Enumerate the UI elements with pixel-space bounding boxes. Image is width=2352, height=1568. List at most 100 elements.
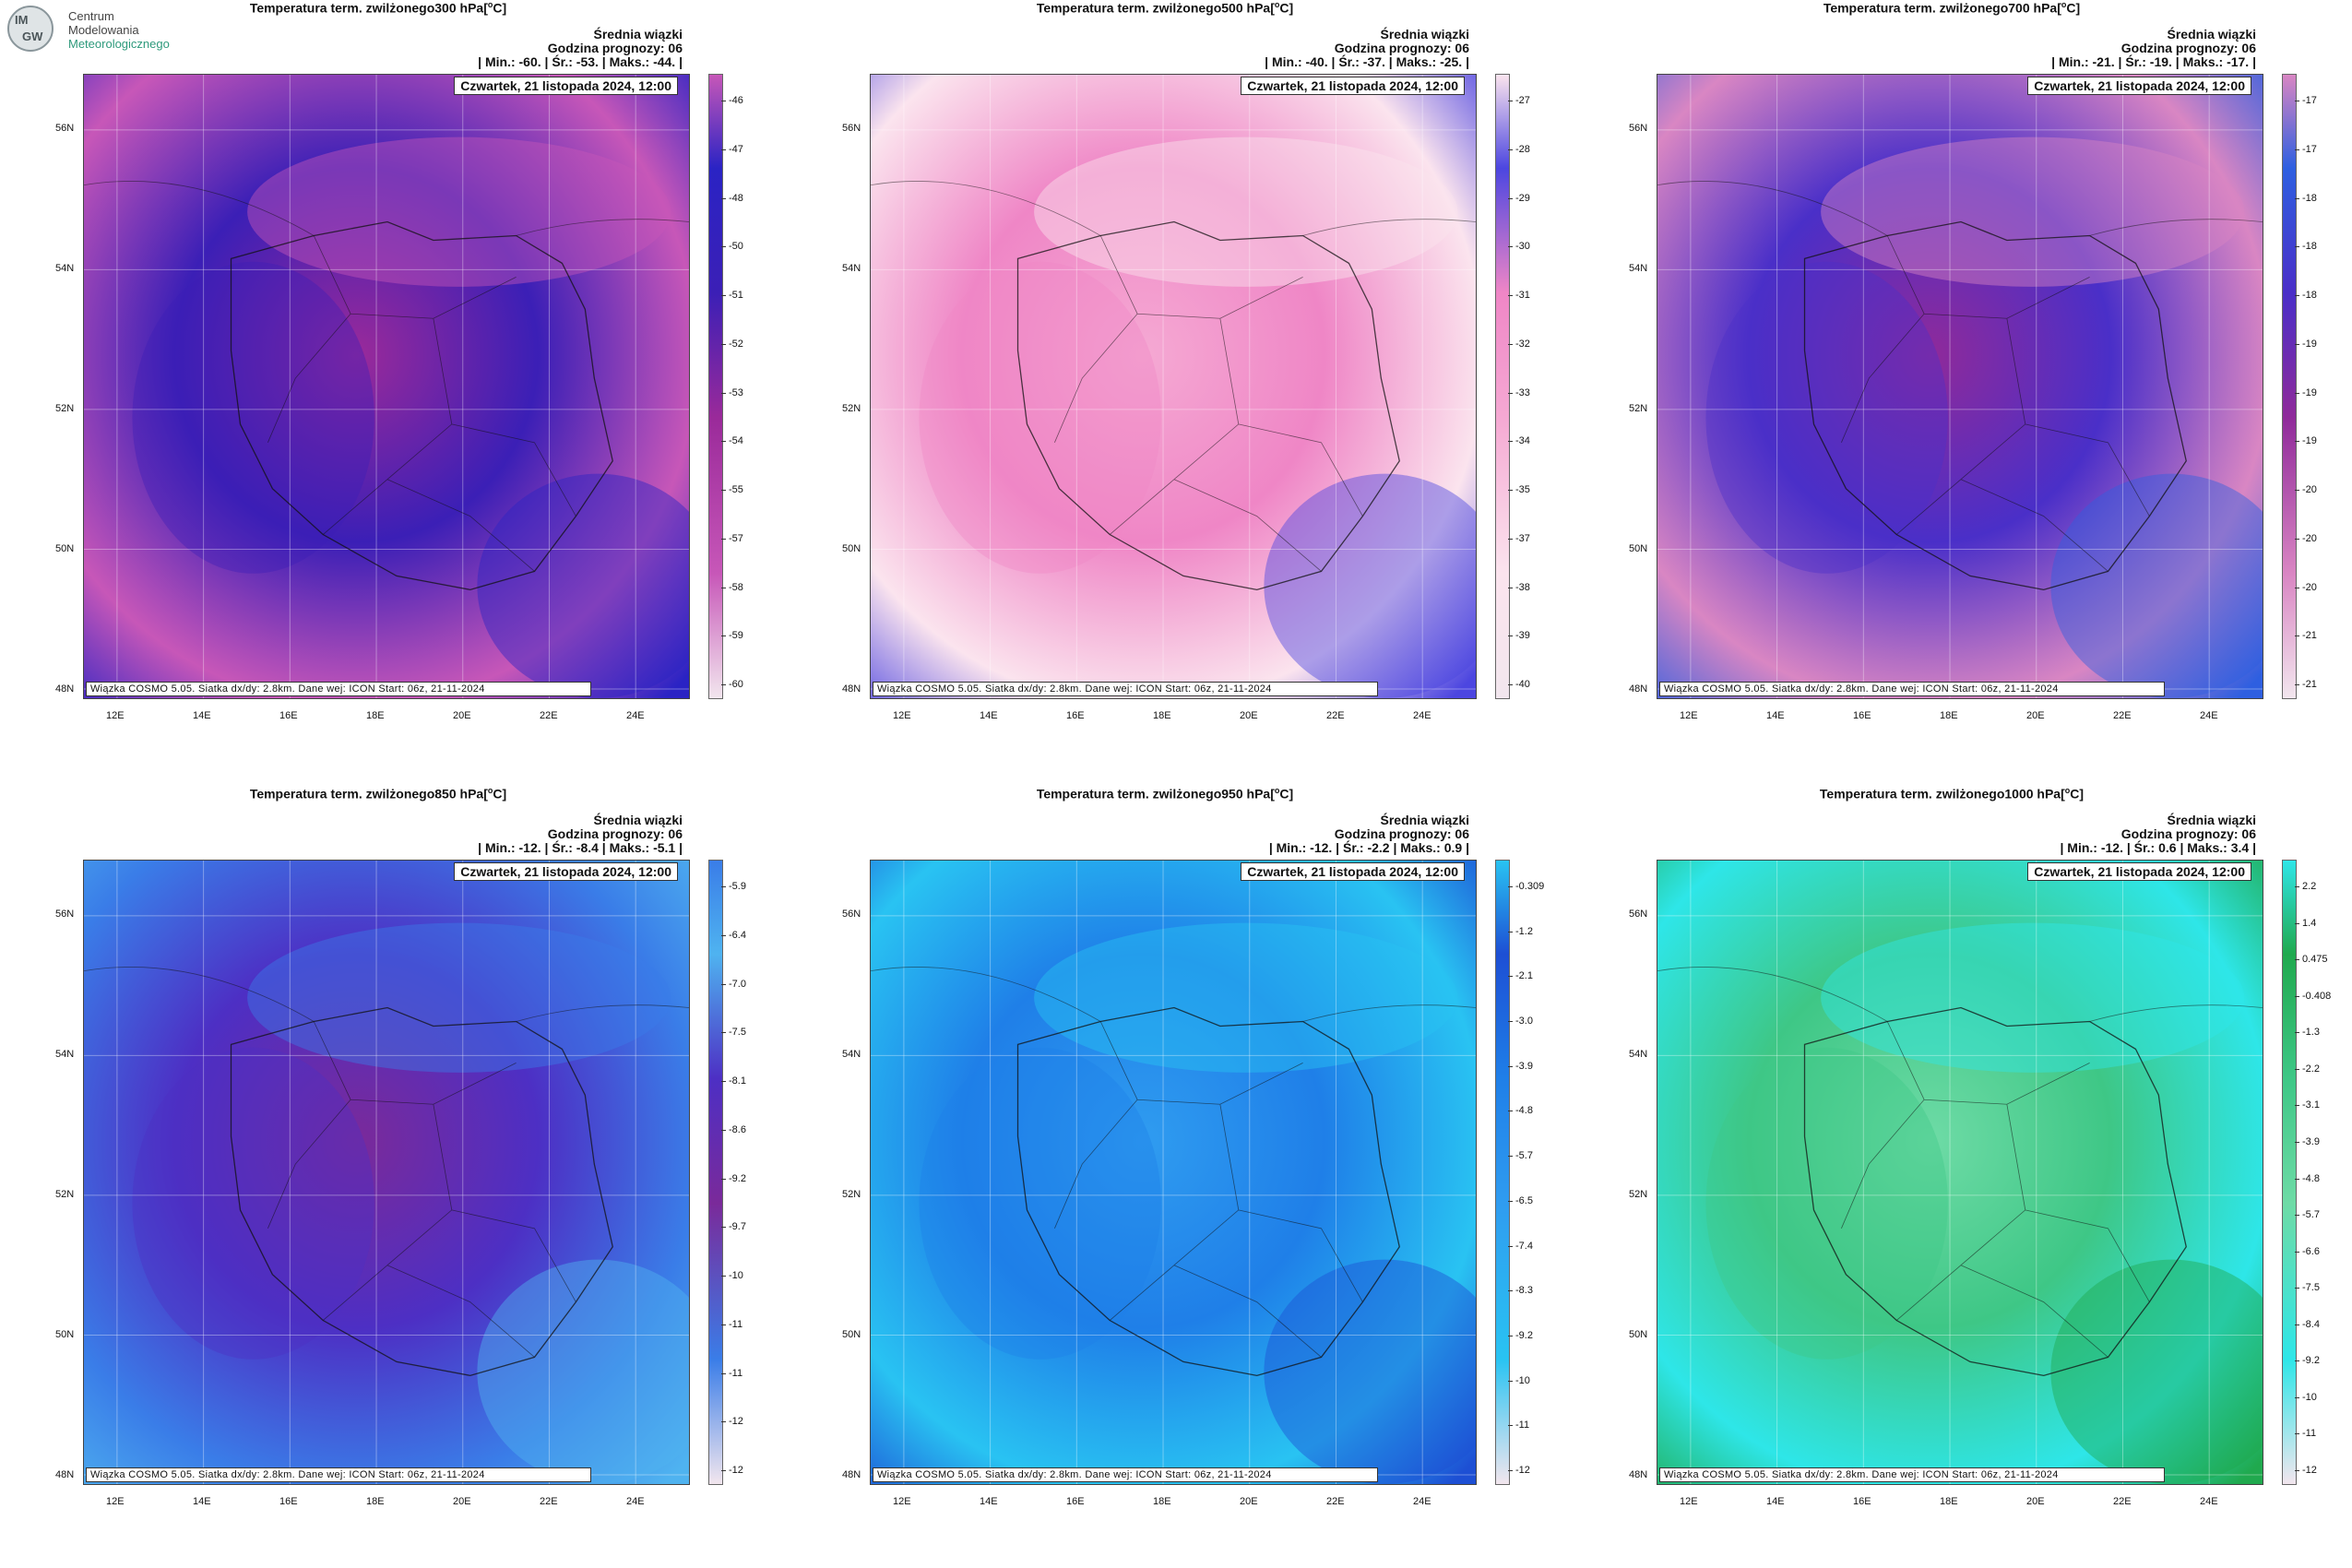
colorbar-label: -20 <box>2295 582 2317 593</box>
lat-label: 56N <box>842 123 861 134</box>
lon-label: 22E <box>1326 1496 1345 1507</box>
lon-label: 20E <box>1240 710 1258 721</box>
lat-label: 48N <box>55 1469 75 1480</box>
colorbar-label: -12 <box>2295 1465 2317 1476</box>
lon-label: 14E <box>193 1496 211 1507</box>
colorbar-tick <box>721 538 726 540</box>
lat-label: 54N <box>55 263 75 274</box>
coastline <box>871 967 1476 1022</box>
colorbar-label: -9.2 <box>1508 1330 1533 1341</box>
colorbar-tick <box>1508 886 1513 887</box>
colorbar-label: -46 <box>721 95 743 106</box>
colorbar-tick <box>2295 886 2299 887</box>
map-panel-2: Temperatura term. zwilżonego500 hPa[oC] Ś… <box>787 0 1543 738</box>
field-blob-southeast <box>1264 473 1476 698</box>
colorbar-label: -47 <box>721 144 743 155</box>
colorbar-tick <box>2295 1288 2299 1289</box>
colorbar-label: -20 <box>2295 533 2317 544</box>
colorbar-label: -29 <box>1508 193 1530 204</box>
forecast-date: Czwartek, 21 listopada 2024, 12:00 <box>454 77 678 95</box>
lon-label: 20E <box>2026 1496 2045 1507</box>
field-blob-west <box>132 261 374 574</box>
colorbar-label: -4.8 <box>1508 1105 1533 1116</box>
lon-label: 22E <box>540 710 558 721</box>
field-blob-southeast <box>2050 473 2263 698</box>
colorbar-label: -57 <box>721 533 743 544</box>
model-footer: Wiązka COSMO 5.05. Siatka dx/dy: 2.8km. … <box>873 1467 1378 1482</box>
colorbar-tick <box>2295 995 2299 997</box>
colorbar-label: -48 <box>721 193 743 204</box>
colorbar-label: -5.7 <box>2295 1209 2320 1220</box>
stats-line: | Min.: -12. | Śr.: -8.4 | Maks.: -5.1 | <box>478 840 683 855</box>
colorbar-tick <box>1508 1470 1513 1471</box>
lat-label: 50N <box>55 1329 75 1340</box>
colorbar-tick <box>721 1372 726 1374</box>
lat-label: 52N <box>842 403 861 414</box>
lon-label: 14E <box>980 710 998 721</box>
colorbar-label: -7.4 <box>1508 1241 1533 1252</box>
colorbar-tick <box>721 1324 726 1325</box>
lon-label: 22E <box>1326 710 1345 721</box>
colorbar-label: -3.0 <box>1508 1016 1533 1027</box>
voivodeship-borders <box>1841 1021 2150 1358</box>
map-panel-4: Temperatura term. zwilżonego850 hPa[oC] Ś… <box>0 786 756 1524</box>
panel-title: Temperatura term. zwilżonego950 hPa[oC] <box>1036 786 1294 802</box>
colorbar-tick <box>721 1032 726 1034</box>
colorbar-label: -52 <box>721 339 743 350</box>
colorbar-tick <box>1508 976 1513 978</box>
colorbar-label: -9.2 <box>2295 1355 2320 1366</box>
forecast-hour-label: Godzina prognozy: 06 <box>547 41 683 55</box>
colorbar-label: -32 <box>1508 339 1530 350</box>
colorbar-tick <box>721 246 726 248</box>
poland-border <box>230 1006 613 1377</box>
stats-line: | Min.: -40. | Śr.: -37. | Maks.: -25. | <box>1265 54 1469 69</box>
colorbar-tick <box>2295 1324 2299 1325</box>
colorbar-label: -21 <box>2295 630 2317 641</box>
colorbar-label: 0.475 <box>2295 954 2328 965</box>
colorbar-tick <box>2295 538 2299 540</box>
colorbar-label: -8.3 <box>1508 1285 1533 1296</box>
colorbar-label: -4.8 <box>2295 1173 2320 1184</box>
map-plot: Czwartek, 21 listopada 2024, 12:00 Wiązka… <box>83 860 690 1485</box>
forecast-date: Czwartek, 21 listopada 2024, 12:00 <box>1241 862 1465 881</box>
lat-label: 52N <box>55 403 75 414</box>
lon-label: 16E <box>1853 1496 1871 1507</box>
coastline <box>84 181 689 236</box>
colorbar-tick <box>1508 1290 1513 1292</box>
field-blob-north <box>247 137 671 287</box>
colorbar-tick <box>2295 1068 2299 1070</box>
voivodeship-borders <box>1054 235 1363 572</box>
colorbar-tick <box>721 684 726 685</box>
lon-label: 24E <box>2200 1496 2218 1507</box>
lon-label: 12E <box>893 1496 911 1507</box>
colorbar-label: -8.4 <box>2295 1319 2320 1330</box>
colorbar-label: -6.6 <box>2295 1246 2320 1257</box>
lat-label: 50N <box>842 543 861 554</box>
map-panel-6: Temperatura term. zwilżonego1000 hPa[oC]… <box>1574 786 2331 1524</box>
colorbar-tick <box>2295 1360 2299 1362</box>
temperature-field <box>1657 861 2263 1484</box>
colorbar-label: -51 <box>721 290 743 301</box>
colorbar-tick <box>2295 684 2299 685</box>
colorbar-tick <box>2295 959 2299 961</box>
colorbar-label: -19 <box>2295 387 2317 398</box>
lon-label: 18E <box>1153 710 1171 721</box>
map-panel-5: Temperatura term. zwilżonego950 hPa[oC] Ś… <box>787 786 1544 1524</box>
coastline <box>871 181 1476 236</box>
colorbar-label: -2.2 <box>2295 1063 2320 1075</box>
colorbar-tick <box>721 490 726 491</box>
lon-label: 14E <box>980 1496 998 1507</box>
colorbar-tick <box>1508 490 1513 491</box>
imgw-logo: IM GW Centrum Modelowania Meteorologiczne… <box>7 6 183 52</box>
colorbar-label: -40 <box>1508 679 1530 690</box>
colorbar-tick <box>1508 1021 1513 1023</box>
colorbar-label: -38 <box>1508 582 1530 593</box>
colorbar-label: -33 <box>1508 387 1530 398</box>
forecast-hour-label: Godzina prognozy: 06 <box>2120 826 2256 841</box>
colorbar-label: -12 <box>721 1416 743 1427</box>
colorbar-label: -5.7 <box>1508 1150 1533 1161</box>
lon-label: 16E <box>279 710 298 721</box>
colorbar <box>708 860 723 1485</box>
poland-border <box>1803 1006 2187 1377</box>
panel-title: Temperatura term. zwilżonego850 hPa[oC] <box>249 786 507 802</box>
